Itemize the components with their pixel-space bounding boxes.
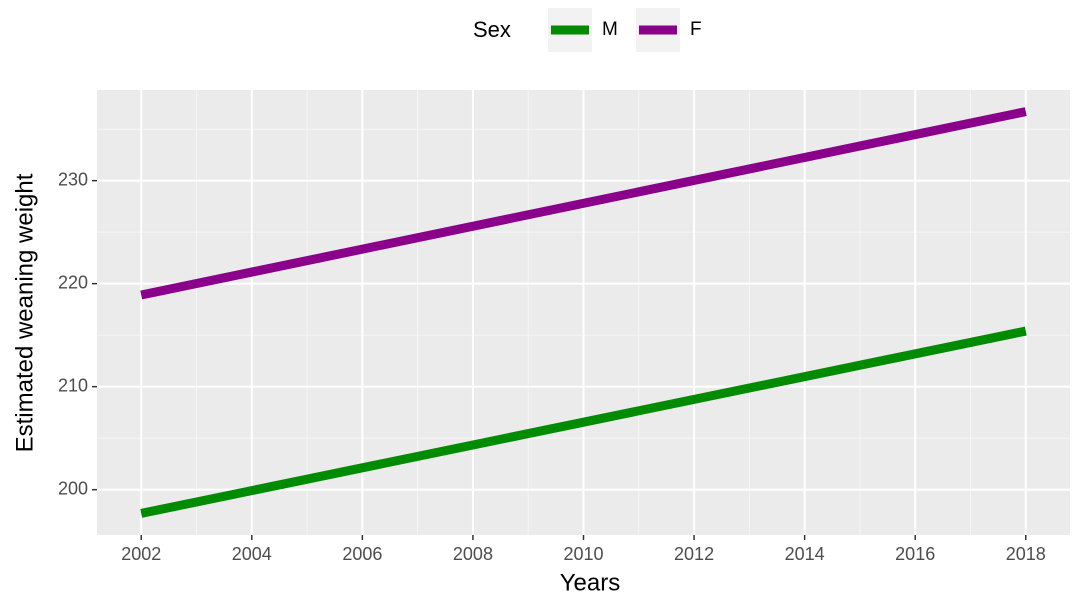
legend-label: F bbox=[690, 19, 702, 40]
x-tick-label: 2018 bbox=[1006, 544, 1046, 564]
legend-title: Sex bbox=[473, 17, 511, 42]
y-tick-label: 230 bbox=[58, 169, 88, 189]
line bbox=[140, 326, 1027, 518]
x-tick-label: 2014 bbox=[785, 544, 825, 564]
x-tick-label: 2016 bbox=[895, 544, 935, 564]
x-tick-label: 2012 bbox=[674, 544, 714, 564]
x-tick-label: 2008 bbox=[453, 544, 493, 564]
y-axis-label: Estimated weaning weight bbox=[11, 173, 38, 452]
x-axis-label: Years bbox=[560, 569, 621, 596]
x-tick-label: 2010 bbox=[563, 544, 603, 564]
x-tick-label: 2004 bbox=[232, 544, 272, 564]
line bbox=[140, 107, 1027, 300]
y-tick-label: 200 bbox=[58, 478, 88, 498]
y-tick-label: 210 bbox=[58, 375, 88, 395]
legend-label: M bbox=[602, 19, 618, 40]
y-tick-label: 220 bbox=[58, 272, 88, 292]
x-tick-label: 2002 bbox=[121, 544, 161, 564]
x-tick-label: 2006 bbox=[342, 544, 382, 564]
